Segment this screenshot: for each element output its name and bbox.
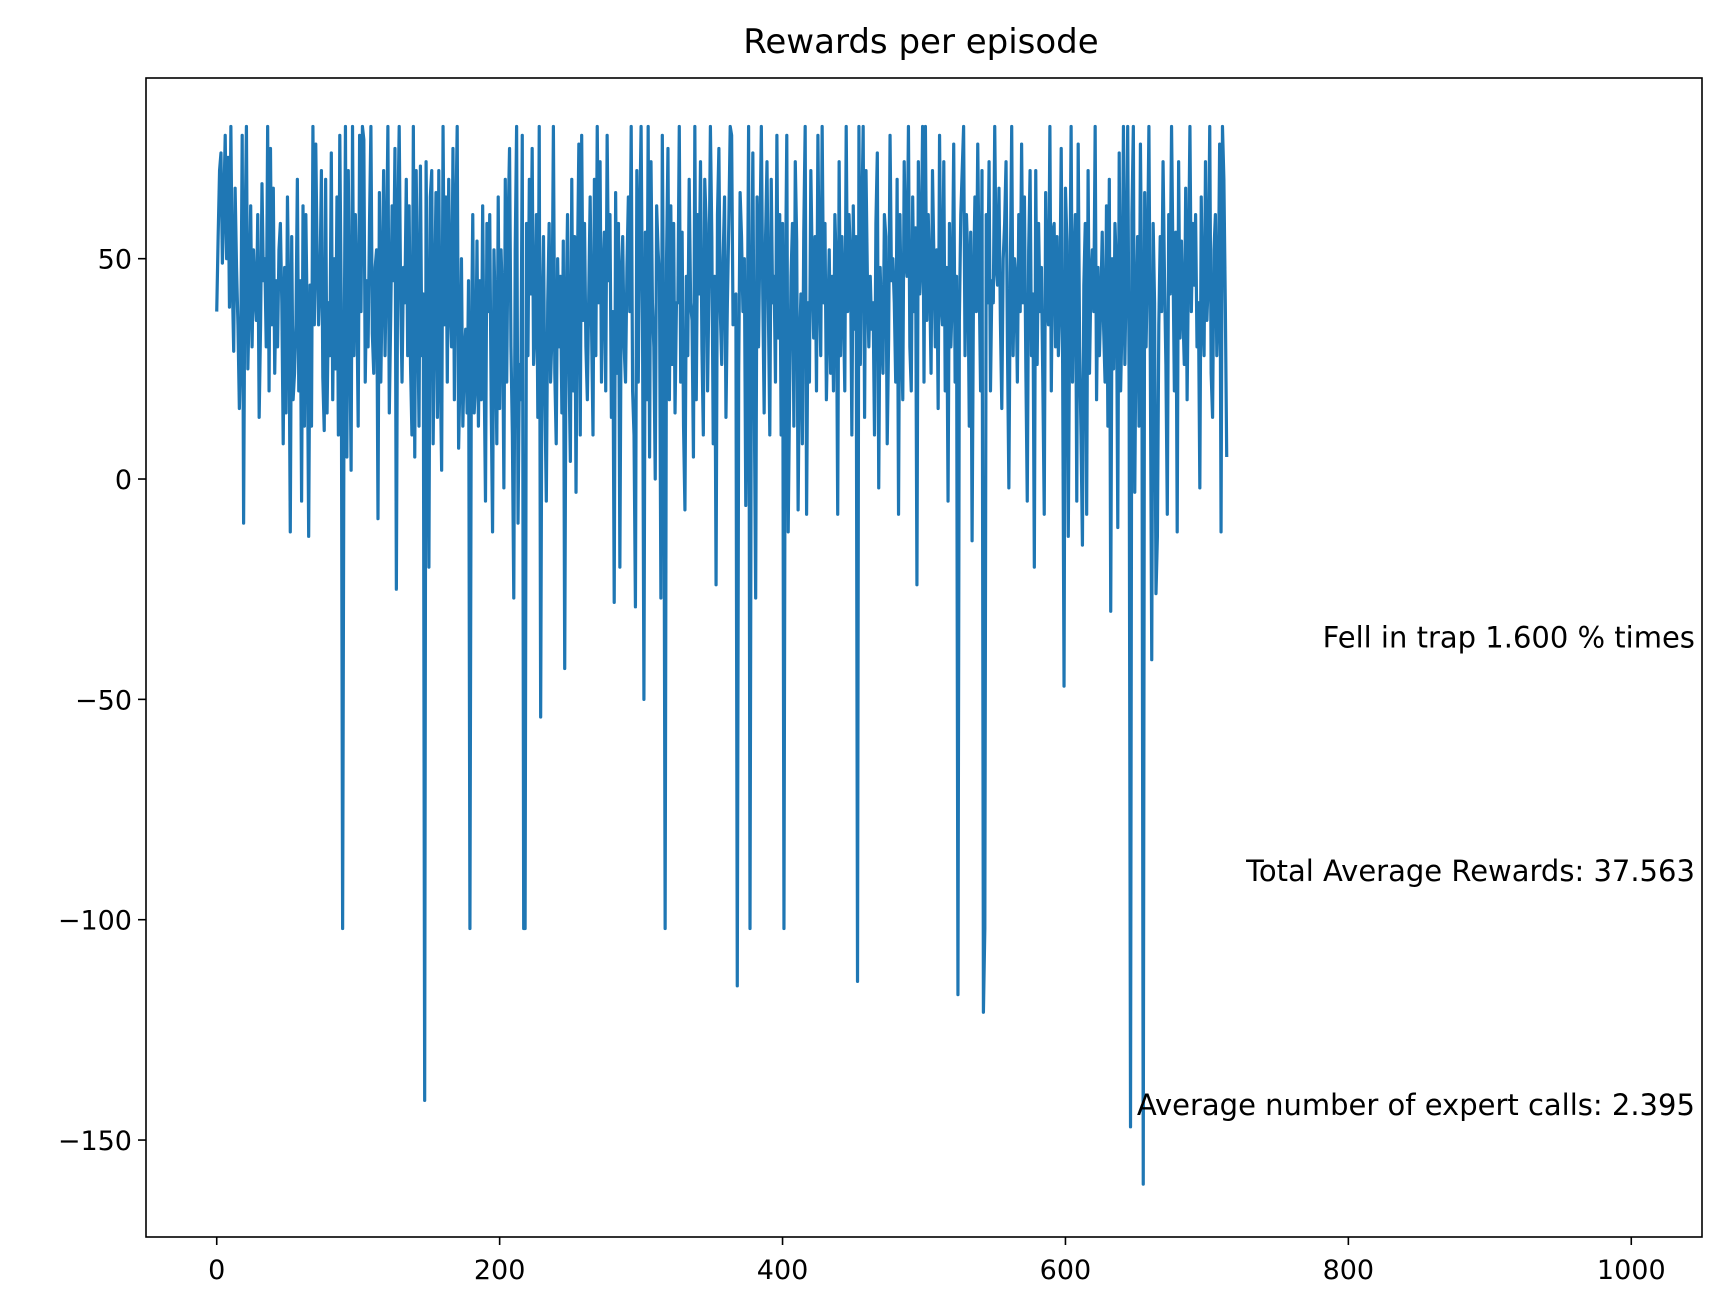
series-layer (215, 124, 1229, 1186)
annotation-text: Total Average Rewards: 37.563 (1245, 854, 1695, 888)
x-tick-label: 200 (474, 1255, 526, 1286)
chart-title: Rewards per episode (743, 22, 1098, 62)
x-axis: 0 200 400 600 800 1000 (208, 1237, 1666, 1286)
y-tick-label: −150 (58, 1126, 132, 1157)
y-tick-label: −50 (75, 685, 132, 716)
y-axis: 50 0 −50 −100 −150 (58, 245, 146, 1157)
y-tick-label: 50 (98, 245, 132, 276)
series-line (215, 124, 1229, 1186)
annotation-text: Fell in trap 1.600 % times (1323, 621, 1695, 655)
x-tick-label: 0 (208, 1255, 225, 1286)
plot-frame (145, 77, 1703, 1238)
x-tick-label: 1000 (1597, 1255, 1666, 1286)
x-tick-label: 800 (1323, 1255, 1375, 1286)
x-tick-label: 600 (1040, 1255, 1092, 1286)
x-tick-label: 400 (757, 1255, 809, 1286)
annotations-layer: Fell in trap 1.600 % times Total Average … (1137, 621, 1695, 1122)
annotation-text: Average number of expert calls: 2.395 (1137, 1088, 1695, 1122)
y-tick-label: −100 (58, 906, 132, 937)
y-tick-label: 0 (115, 465, 132, 496)
